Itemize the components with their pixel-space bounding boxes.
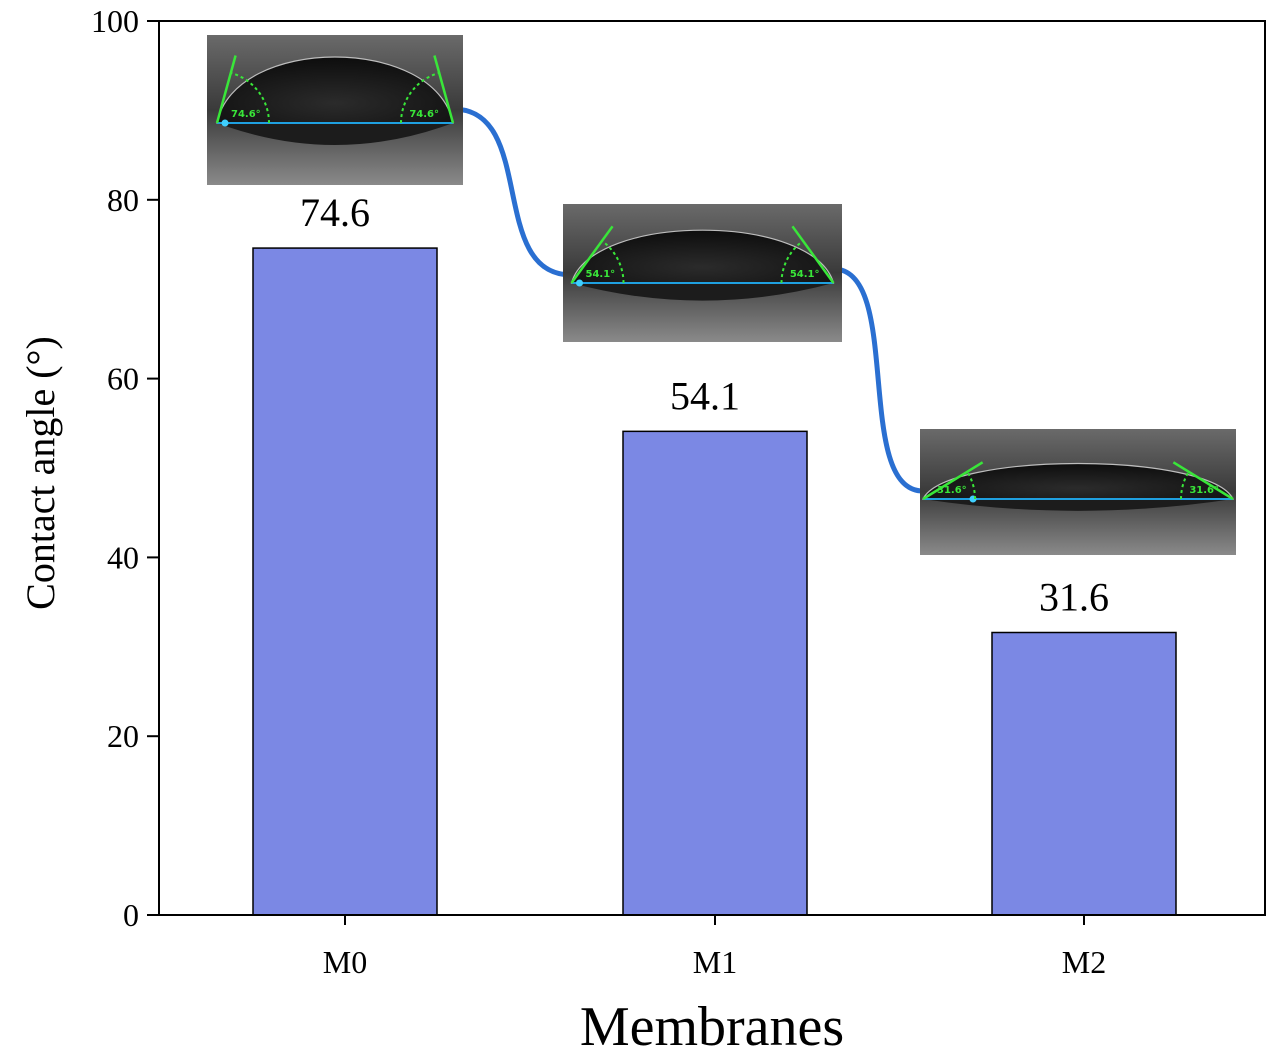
plot-frame [158, 20, 1266, 916]
tangent-line-right [791, 225, 835, 284]
bar-m2 [991, 631, 1177, 916]
tangent-line-right [433, 55, 455, 124]
droplet-inset-m1: 54.1° 54.1° [563, 204, 842, 342]
y-tick-label: 0 [123, 897, 139, 933]
y-tick-label: 100 [91, 3, 139, 39]
x-tick-label-m2: M2 [1062, 944, 1106, 980]
data-label-m0: 74.6 [300, 190, 370, 235]
connector-curve-2 [831, 266, 926, 494]
x-axis-title: Membranes [580, 996, 844, 1058]
droplet-inset-m2: 31.6° 31.6° [920, 429, 1236, 555]
axes-layer: 0 20 40 60 80 100 M0 M1 M2 Membranes Contact angle… [18, 3, 1266, 1058]
tangent-line-left [570, 225, 614, 284]
y-tick-label: 60 [107, 361, 139, 397]
data-labels-layer: 74.6 54.1 31.6 [300, 190, 1109, 619]
droplet-shape [922, 462, 1234, 500]
bar-m1 [622, 430, 808, 916]
tangent-line-left [922, 461, 984, 501]
angle-text-left: 31.6° [937, 485, 967, 496]
bars-layer [252, 247, 1177, 916]
connector-curve-1 [450, 106, 574, 278]
connector-layer [450, 106, 926, 494]
angle-text-right: 31.6° [1189, 485, 1219, 496]
x-tick-label-m0: M0 [323, 944, 367, 980]
tangent-line-left [215, 55, 237, 124]
angle-text-right: 74.6° [409, 109, 439, 120]
baseline-marker [576, 279, 583, 287]
data-label-m2: 31.6 [1039, 574, 1109, 619]
y-tick-label: 80 [107, 182, 139, 218]
x-tick-label-m1: M1 [693, 944, 737, 980]
angle-text-left: 74.6° [231, 109, 261, 120]
bar-m0 [252, 247, 438, 916]
angle-arc-right [780, 240, 804, 284]
droplet-inset-m0: 74.6° 74.6° [207, 35, 463, 185]
tangent-line-right [1172, 461, 1234, 501]
angle-arc-left [230, 71, 270, 124]
y-tick-label: 20 [107, 718, 139, 754]
angle-text-left: 54.1° [586, 269, 616, 280]
angle-arc-left [966, 471, 976, 500]
baseline-marker [221, 119, 229, 127]
droplet-reflection [571, 283, 834, 301]
angle-arc-left [601, 240, 625, 284]
angle-arc-right [1180, 471, 1190, 500]
droplet-reflection [217, 123, 453, 145]
droplet-insets-layer: 74.6° 74.6° 54.1° 54.1° 31.6° 31.6° [207, 35, 1236, 555]
angle-arc-right [400, 71, 440, 124]
angle-text-right: 54.1° [790, 269, 820, 280]
droplet-shape [216, 56, 454, 124]
data-label-m1: 54.1 [670, 373, 740, 418]
y-axis-title: Contact angle (°) [18, 336, 63, 610]
y-tick-label: 40 [107, 539, 139, 575]
